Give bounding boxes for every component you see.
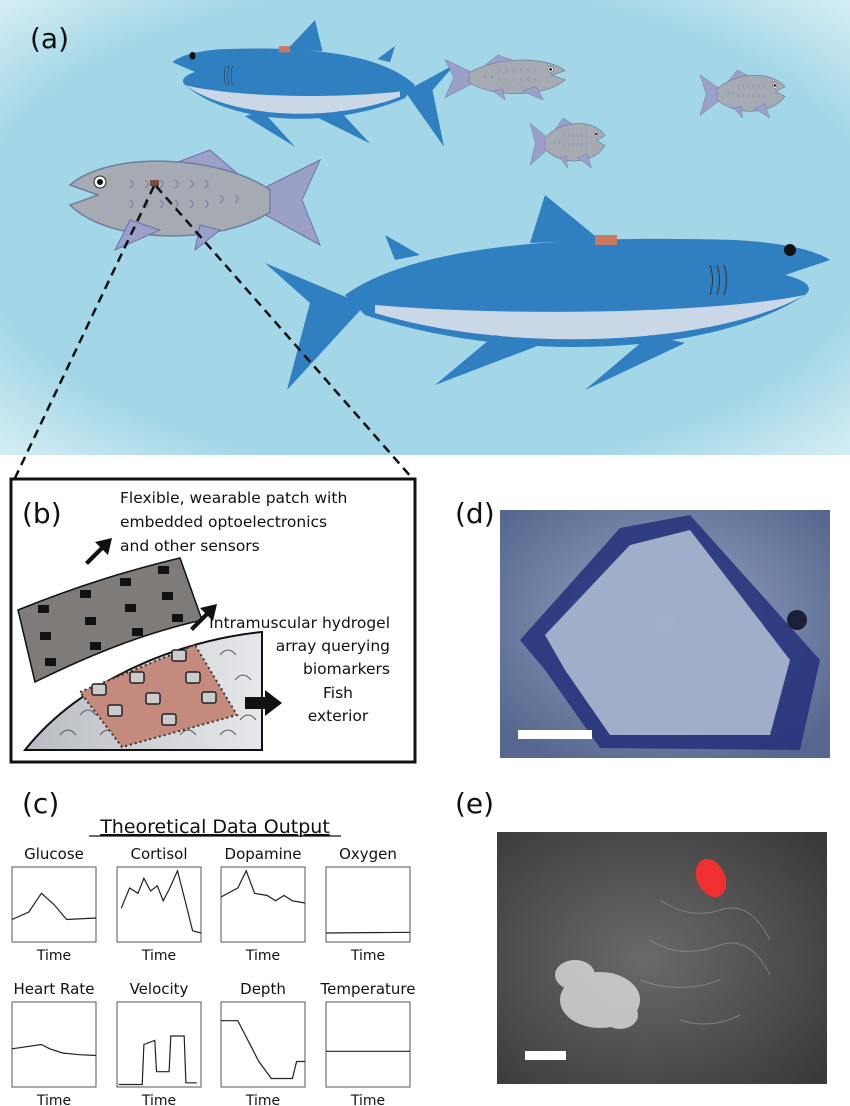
plot-frame <box>221 867 305 942</box>
annotation: Fish <box>323 684 353 702</box>
plot-label: Dopamine <box>225 845 302 863</box>
panel-label: (d) <box>455 497 495 530</box>
plot-frame <box>12 1002 96 1087</box>
plot-x-label: Time <box>245 948 280 964</box>
plot-x-label: Time <box>245 1093 280 1106</box>
panel-label: (b) <box>22 497 62 530</box>
annotation: exterior <box>308 707 369 725</box>
figure: (a) (b) Flexible, wearable patch with emb… <box>0 0 850 1106</box>
plot-label: Heart Rate <box>14 980 95 998</box>
panel-title: Theoretical Data Output <box>99 816 330 838</box>
plot-x-label: Time <box>36 1093 71 1106</box>
plot-label: Velocity <box>130 980 189 998</box>
plot-label: Temperature <box>319 980 415 998</box>
panel-label: (e) <box>455 787 494 820</box>
plot-label: Oxygen <box>339 845 397 863</box>
plot-label: Glucose <box>24 845 84 863</box>
plot-label: Depth <box>240 980 286 998</box>
annotation: biomarkers <box>303 660 390 678</box>
annotation: array querying <box>276 637 390 655</box>
plot-frame <box>221 1002 305 1087</box>
fluorescence-image <box>497 832 827 1084</box>
annotation: Intramuscular hydrogel <box>209 614 390 632</box>
plot-frame <box>117 1002 201 1087</box>
bubble <box>787 610 807 630</box>
plot-x-label: Time <box>36 948 71 964</box>
plot-frame <box>326 1002 410 1087</box>
annotation: and other sensors <box>120 537 260 555</box>
panel-label: (a) <box>30 22 69 55</box>
scale-bar <box>525 1051 566 1060</box>
plot-label: Cortisol <box>130 845 187 863</box>
plot-curve <box>326 932 410 933</box>
plot-x-label: Time <box>350 1093 385 1106</box>
annotation: Flexible, wearable patch with <box>120 489 347 507</box>
annotation: embedded optoelectronics <box>120 513 327 531</box>
plot-x-label: Time <box>141 1093 176 1106</box>
plot-x-label: Time <box>141 948 176 964</box>
plot-frame <box>326 867 410 942</box>
plot-frame <box>117 867 201 942</box>
panel-label: (c) <box>22 787 59 820</box>
plot-x-label: Time <box>350 948 385 964</box>
patch-marker <box>150 180 159 186</box>
scale-bar <box>518 730 592 739</box>
